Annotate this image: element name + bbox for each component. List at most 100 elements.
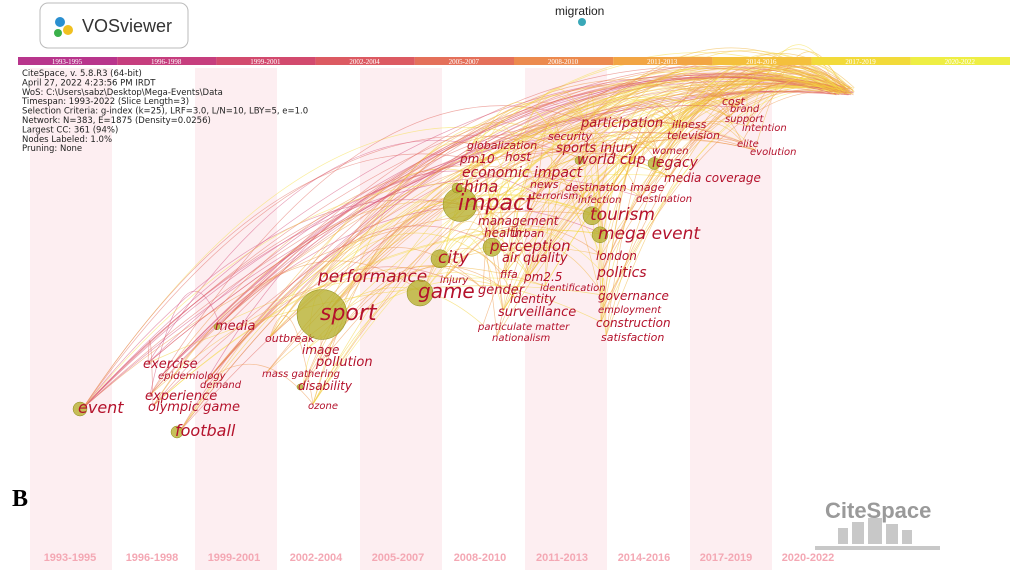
keyword-label: mega event	[598, 224, 701, 244]
keyword-label: performance	[317, 267, 427, 287]
period-top-label: 2014-2016	[746, 58, 777, 66]
period-top-label: 1999-2001	[250, 58, 281, 66]
keyword-label: elite	[737, 139, 759, 150]
keyword-label: news	[530, 178, 559, 191]
panel-letter: B	[12, 486, 28, 512]
period-band	[690, 68, 772, 570]
edge	[422, 221, 496, 294]
period-band	[30, 68, 112, 570]
keyword-label: evolution	[750, 147, 796, 158]
edge	[302, 139, 756, 386]
keyword-label: outbreak	[265, 332, 315, 345]
edge	[640, 88, 851, 198]
edge	[668, 65, 852, 178]
edge	[676, 99, 731, 124]
keyword-label: gender	[478, 283, 526, 298]
keyword-label: injury	[440, 275, 469, 286]
edge	[509, 61, 854, 157]
edge	[204, 73, 854, 384]
keyword-label: world cup	[577, 152, 646, 168]
keyword-label: olympic game	[148, 400, 240, 415]
keyword-label: identity	[510, 292, 557, 306]
period-top-label: 2008-2010	[548, 58, 579, 66]
keyword-label: sport	[320, 301, 378, 326]
period-bottom-label: 1999-2001	[208, 552, 261, 564]
keyword-label: identification	[540, 283, 606, 294]
keyword-label: china	[455, 177, 498, 196]
edge	[312, 96, 731, 405]
info-line: April 27, 2022 4:23:56 PM IRDT	[22, 78, 156, 88]
top-node	[578, 18, 586, 26]
info-line: CiteSpace, v. 5.8.R3 (64-bit)	[22, 69, 142, 79]
top-label: migration	[555, 4, 604, 18]
keyword-label: demand	[200, 380, 242, 391]
edge	[600, 277, 607, 337]
keyword-label: fifa	[500, 268, 518, 281]
edge	[147, 285, 604, 364]
keyword-label: pm10	[459, 152, 495, 166]
edge	[488, 225, 602, 256]
edge	[544, 165, 584, 287]
edge	[302, 349, 322, 386]
info-line: Network: N=383, E=1875 (Density=0.0256)	[22, 116, 211, 126]
edge	[324, 132, 756, 316]
period-swatch	[216, 57, 316, 65]
keyword-label: economic impact	[462, 165, 583, 181]
keyword-label: impact	[458, 191, 535, 216]
keyword-label: game	[418, 279, 475, 303]
edge	[219, 118, 743, 326]
edge	[494, 229, 530, 277]
keyword-label: brand	[730, 104, 760, 115]
edge	[552, 113, 658, 150]
keyword-label: employment	[598, 305, 662, 316]
edge	[734, 48, 849, 108]
period-top-label: 2011-2013	[647, 58, 678, 66]
edge	[581, 129, 604, 235]
edge	[82, 211, 596, 409]
keyword-label: image	[302, 343, 339, 357]
edge	[581, 50, 851, 160]
keyword-label: tourism	[590, 205, 655, 225]
keyword-label: security	[548, 130, 592, 143]
info-line: Largest CC: 361 (94%)	[22, 125, 118, 135]
edge	[594, 119, 658, 216]
keyword-node	[430, 249, 450, 268]
edge	[482, 105, 678, 326]
edge	[152, 260, 424, 407]
period-top-label: 1996-1998	[151, 58, 182, 66]
keyword-label: destination image	[565, 181, 665, 194]
edge	[462, 151, 670, 206]
keyword-label: event	[78, 398, 124, 417]
keyword-label: experience	[145, 389, 217, 404]
keyword-label: management	[478, 214, 560, 228]
keyword-label: perception	[489, 237, 571, 255]
keyword-node	[406, 279, 434, 307]
keyword-label: mass gathering	[262, 369, 340, 380]
edge	[149, 291, 221, 396]
period-swatch	[414, 57, 514, 65]
keyword-label: london	[596, 249, 637, 263]
edges	[82, 44, 855, 432]
edge	[600, 73, 847, 323]
keyword-label: governance	[598, 289, 669, 303]
keyword-label: media	[215, 319, 256, 334]
keyword-node	[213, 323, 221, 330]
keyword-label: sports injury	[556, 141, 637, 156]
keyword-label: urban	[512, 227, 544, 240]
edge	[602, 103, 678, 235]
period-swatch	[514, 57, 614, 65]
edge	[601, 67, 841, 273]
edge	[528, 84, 850, 277]
period-swatch	[18, 57, 118, 65]
keyword-label: legacy	[652, 155, 699, 171]
keyword-label: satisfaction	[601, 331, 664, 344]
keyword-label: health	[484, 226, 522, 240]
edge	[502, 131, 554, 312]
edge	[204, 199, 596, 384]
info-line: Nodes Labeled: 1.0%	[22, 135, 112, 145]
keyword-label: pm2.5	[523, 270, 562, 284]
keyword-label: host	[505, 150, 532, 164]
period-bar: 1993-1995 1993-1995 1996-1998 1996-1998 1999…	[18, 57, 1010, 564]
